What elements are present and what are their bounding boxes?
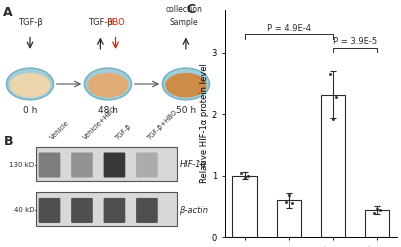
Text: 50 h: 50 h — [176, 106, 196, 115]
Text: A: A — [3, 6, 12, 19]
Text: collection: collection — [165, 5, 202, 14]
Text: C: C — [186, 3, 196, 16]
Text: TGF-β: TGF-β — [88, 18, 113, 27]
Text: TGF-β+HBO: TGF-β+HBO — [147, 109, 179, 141]
Ellipse shape — [162, 68, 210, 100]
Y-axis label: Relative HIF-1α protein level: Relative HIF-1α protein level — [200, 63, 209, 184]
Text: 40 kD: 40 kD — [14, 207, 34, 213]
FancyBboxPatch shape — [136, 152, 158, 178]
Text: HBO: HBO — [106, 18, 125, 27]
FancyBboxPatch shape — [71, 198, 93, 223]
FancyBboxPatch shape — [36, 147, 177, 181]
Ellipse shape — [84, 68, 132, 100]
Ellipse shape — [87, 73, 129, 98]
FancyBboxPatch shape — [38, 152, 60, 178]
FancyBboxPatch shape — [38, 198, 60, 223]
Ellipse shape — [10, 73, 51, 98]
FancyBboxPatch shape — [103, 198, 125, 223]
FancyBboxPatch shape — [103, 152, 125, 178]
Bar — [321, 95, 345, 237]
FancyBboxPatch shape — [36, 192, 177, 226]
FancyBboxPatch shape — [71, 152, 93, 178]
Text: 0 h: 0 h — [23, 106, 37, 115]
Text: 48 h: 48 h — [98, 106, 118, 115]
FancyBboxPatch shape — [136, 198, 158, 223]
Ellipse shape — [165, 73, 207, 98]
Text: Vehicle: Vehicle — [49, 120, 71, 141]
Text: 130 kD: 130 kD — [9, 162, 34, 168]
Text: HIF-1α: HIF-1α — [179, 161, 207, 169]
Bar — [365, 210, 389, 237]
Text: TGF-β: TGF-β — [114, 123, 133, 141]
Text: B: B — [4, 135, 14, 148]
Bar — [233, 176, 257, 237]
Text: P = 4.9E-4: P = 4.9E-4 — [267, 24, 311, 33]
Text: TGF-β: TGF-β — [18, 18, 43, 27]
Text: Vehicle+HBO: Vehicle+HBO — [82, 106, 117, 141]
Text: β-actin: β-actin — [179, 206, 209, 215]
Text: Sample: Sample — [170, 18, 198, 27]
Text: P = 3.9E-5: P = 3.9E-5 — [333, 37, 377, 46]
Ellipse shape — [6, 68, 54, 100]
Bar — [277, 200, 301, 237]
